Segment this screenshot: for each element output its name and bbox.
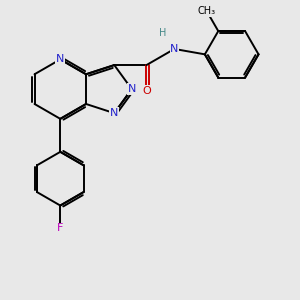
Text: N: N [128, 84, 136, 94]
Text: N: N [170, 44, 178, 54]
Text: N: N [56, 54, 64, 64]
Text: N: N [110, 108, 118, 118]
Text: H: H [159, 28, 166, 38]
Text: F: F [57, 223, 64, 233]
Text: CH₃: CH₃ [198, 6, 216, 16]
Text: O: O [142, 86, 151, 96]
